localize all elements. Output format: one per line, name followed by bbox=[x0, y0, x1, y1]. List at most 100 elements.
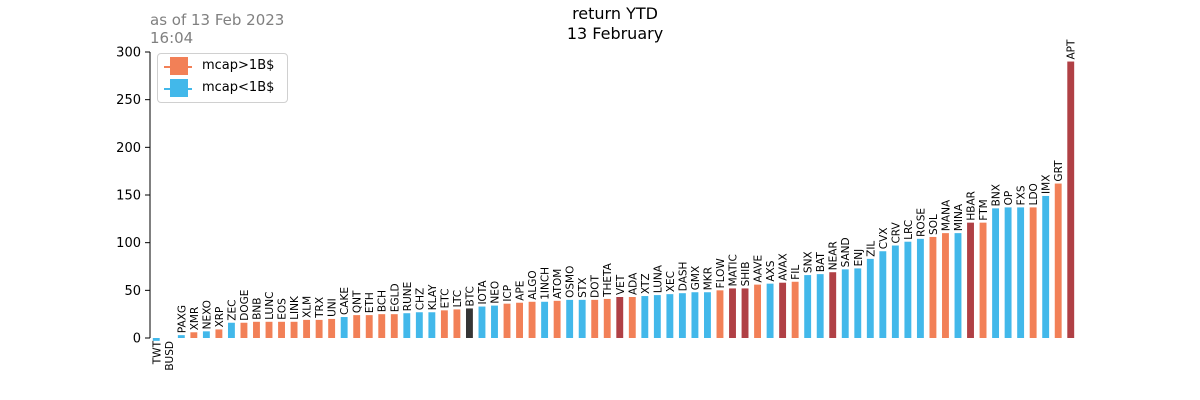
bar-label: BCH bbox=[377, 290, 389, 312]
bar-label: IMX bbox=[1041, 175, 1053, 194]
bar-ape bbox=[516, 302, 523, 338]
bar-1inch bbox=[541, 301, 549, 338]
bar-stx bbox=[578, 299, 586, 338]
bar-chz bbox=[415, 312, 423, 338]
bar-label: CHZ bbox=[414, 288, 426, 310]
y-tick-label: 200 bbox=[116, 141, 141, 156]
bar-label: NEO bbox=[489, 281, 501, 304]
bar-label: SNX bbox=[803, 251, 815, 273]
legend-item-mcap-gt-1b: mcap>1B$ bbox=[164, 57, 284, 77]
bar-label: DOGE bbox=[239, 290, 251, 321]
bar-fxs bbox=[1017, 207, 1025, 338]
bar-label: XMR bbox=[189, 307, 201, 331]
bar-rose bbox=[916, 238, 924, 338]
bar-hbar bbox=[967, 222, 974, 338]
bar-label: DOT bbox=[590, 275, 602, 298]
bar-eos bbox=[278, 321, 285, 338]
bar-lunc bbox=[265, 321, 273, 338]
bar-grt bbox=[1054, 183, 1062, 338]
bar-label: APE bbox=[515, 281, 527, 301]
bar-label: XTZ bbox=[640, 273, 652, 294]
legend-label: mcap<1B$ bbox=[202, 80, 275, 95]
bar-label: ROSE bbox=[915, 208, 927, 237]
bar-neo bbox=[491, 305, 498, 338]
bar-label: ADA bbox=[627, 272, 639, 295]
bar-label: VET bbox=[615, 274, 627, 295]
legend-box-swatch bbox=[170, 79, 188, 97]
legend-box-swatch bbox=[170, 57, 188, 75]
bar-label: NEAR bbox=[828, 241, 840, 270]
bar-bnx bbox=[992, 208, 1000, 338]
bar-label: BNX bbox=[991, 184, 1003, 206]
y-tick-label: 0 bbox=[133, 332, 141, 347]
bar-label: ATOM bbox=[552, 269, 564, 299]
bar-label: MINA bbox=[953, 203, 965, 231]
bar-op bbox=[1004, 207, 1012, 338]
bar-label: EOS bbox=[277, 298, 289, 320]
bar-trx bbox=[315, 319, 323, 338]
bar-label: ETH bbox=[364, 292, 376, 313]
bar-paxg bbox=[177, 335, 185, 338]
bar-label: SOL bbox=[928, 214, 940, 235]
bar-bch bbox=[378, 314, 386, 338]
bar-algo bbox=[528, 301, 536, 338]
y-tick-label: 250 bbox=[116, 93, 141, 108]
bar-label: UNI bbox=[327, 298, 339, 317]
bar-label: IOTA bbox=[477, 280, 489, 305]
bar-label: MKR bbox=[702, 267, 714, 290]
bar-label: BUSD bbox=[164, 341, 176, 371]
legend-item-mcap-lt-1b: mcap<1B$ bbox=[164, 79, 284, 99]
bar-label: AAVE bbox=[753, 255, 765, 283]
bar-label: LUNC bbox=[264, 292, 276, 320]
bar-bnb bbox=[253, 321, 260, 338]
bar-axs bbox=[766, 283, 774, 338]
bar-dot bbox=[591, 299, 599, 338]
bar-ftm bbox=[979, 222, 987, 338]
bar-zil bbox=[866, 258, 874, 338]
bar-label: AXS bbox=[765, 260, 777, 281]
bar-label: STX bbox=[577, 278, 589, 298]
bar-label: BAT bbox=[815, 252, 827, 273]
bar-label: SHIB bbox=[740, 262, 752, 287]
bar-eth bbox=[365, 315, 373, 338]
bar-fil bbox=[791, 281, 799, 338]
bar-ldo bbox=[1029, 207, 1037, 338]
y-tick-label: 50 bbox=[124, 284, 141, 299]
bar-gmx bbox=[691, 292, 699, 338]
bar-label: ICP bbox=[502, 285, 514, 302]
bar-luna bbox=[653, 295, 661, 338]
bar-label: LUNA bbox=[652, 264, 664, 293]
bar-label: BTC bbox=[464, 286, 476, 306]
legend: mcap>1B$ mcap<1B$ bbox=[157, 53, 288, 103]
bar-label: CRV bbox=[890, 221, 902, 243]
bar-label: HBAR bbox=[966, 191, 978, 221]
bar-label: ZIL bbox=[865, 241, 877, 257]
bar-iota bbox=[478, 306, 486, 338]
bar-cvx bbox=[879, 251, 887, 338]
bar-label: KLAY bbox=[427, 284, 439, 310]
y-tick-label: 150 bbox=[116, 189, 141, 204]
bar-near bbox=[829, 272, 837, 338]
bar-label: APT bbox=[1066, 39, 1078, 60]
bar-lrc bbox=[904, 241, 912, 338]
bar-link bbox=[290, 321, 298, 338]
bar-label: ZEC bbox=[226, 300, 238, 321]
bar-label: LINK bbox=[289, 295, 301, 320]
bar-label: FIL bbox=[790, 265, 802, 280]
bar-label: TWT bbox=[151, 340, 163, 365]
bar-label: XLM bbox=[302, 296, 314, 318]
bar-apt bbox=[1067, 61, 1075, 339]
bar-label: FLOW bbox=[715, 258, 727, 289]
bar-aave bbox=[754, 284, 762, 338]
bar-rune bbox=[403, 313, 411, 338]
bar-egld bbox=[390, 314, 398, 338]
bar-label: PAXG bbox=[176, 305, 188, 333]
bar-label: XEC bbox=[665, 271, 677, 292]
bar-avax bbox=[779, 282, 787, 338]
bar-sand bbox=[841, 269, 849, 338]
bar-label: LRC bbox=[903, 220, 915, 240]
bar-label: SAND bbox=[840, 237, 852, 267]
bar-mkr bbox=[704, 292, 711, 338]
bar-label: MATIC bbox=[728, 254, 740, 286]
